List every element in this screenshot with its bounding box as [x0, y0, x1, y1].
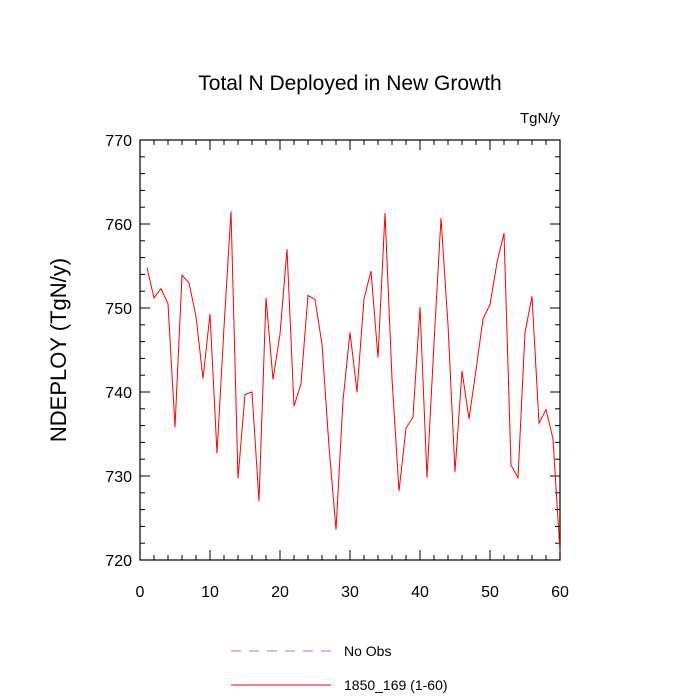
y-tick-label: 720	[105, 553, 132, 570]
y-tick-label: 740	[105, 385, 132, 402]
x-tick-label: 10	[201, 584, 219, 601]
y-tick-label: 750	[105, 301, 132, 318]
x-tick-label: 40	[411, 584, 429, 601]
legend: No Obs 1850_169 (1-60)	[231, 643, 448, 693]
series-line-1	[146, 211, 561, 552]
x-tick-label: 0	[136, 584, 145, 601]
x-tick-label: 20	[271, 584, 289, 601]
y-axis-label: NDEPLOY (TgN/y)	[46, 258, 71, 442]
x-tick-label: 30	[341, 584, 359, 601]
x-tick-label: 60	[551, 584, 569, 601]
series-layer	[146, 211, 561, 552]
legend-label-no-obs: No Obs	[344, 643, 391, 659]
x-tick-label: 50	[481, 584, 499, 601]
axis-tick-labels: 0 10 20 30 40 50 60 720 730 740 750 760 770	[105, 133, 569, 601]
y-tick-label: 730	[105, 469, 132, 486]
axis-ticks	[139, 139, 561, 561]
chart-title: Total N Deployed in New Growth	[198, 72, 501, 95]
y-tick-label: 770	[105, 133, 132, 150]
units-label: TgN/y	[520, 110, 561, 127]
plot-frame	[139, 139, 561, 561]
legend-label-1850-169: 1850_169 (1-60)	[344, 677, 448, 693]
y-tick-label: 760	[105, 217, 132, 234]
